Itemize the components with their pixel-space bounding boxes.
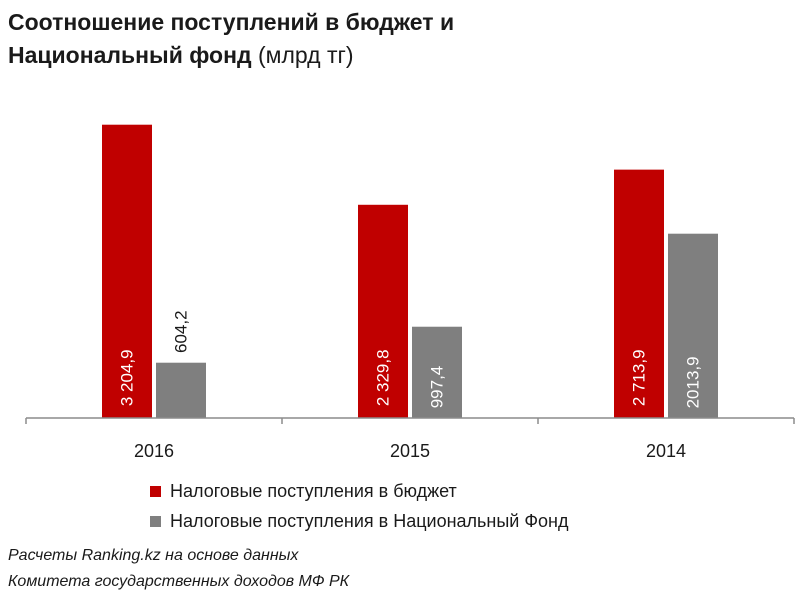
chart-legend: Налоговые поступления в бюджет Налоговые… (150, 476, 568, 536)
bar-national-fund-2015 (412, 326, 462, 418)
bar-chart: 2016 2015 2014 3 204,9 604,2 2 329,8 997,4 2 7… (25, 124, 795, 461)
legend-swatch-budget (150, 485, 161, 497)
bars-layer (102, 124, 718, 418)
chart-title-unit: (млрд тг) (257, 42, 354, 68)
data-labels-layer: 3 204,9 604,2 2 329,8 997,4 2 713,9 2013,9 (118, 310, 703, 408)
legend-item-budget: Налоговые поступления в бюджет (150, 476, 568, 506)
source-note: Расчеты Ranking.kz на основе данных Коми… (8, 543, 349, 595)
x-axis: 2016 2015 2014 (25, 417, 795, 461)
bar-budget-2014 (614, 169, 664, 418)
data-label-national-fund-2016: 604,2 (172, 310, 191, 353)
bar-budget-2016 (102, 124, 152, 418)
x-tick-label-2016: 2016 (134, 441, 174, 461)
chart-title: Соотношение поступлений в бюджет и Нацио… (8, 6, 708, 72)
legend-label-budget: Налоговые поступления в бюджет (170, 481, 457, 501)
bar-national-fund-2014 (668, 233, 718, 418)
source-line1: Расчеты Ranking.kz на основе данных (8, 547, 299, 564)
x-tick-label-2015: 2015 (390, 441, 430, 461)
data-label-budget-2015: 2 329,8 (374, 349, 393, 406)
legend-swatch-national-fund (150, 515, 161, 527)
chart-title-line2: Национальный фонд (8, 42, 252, 68)
data-label-budget-2014: 2 713,9 (630, 349, 649, 406)
data-label-national-fund-2015: 997,4 (428, 366, 447, 409)
legend-item-national-fund: Налоговые поступления в Национальный Фон… (150, 506, 568, 536)
x-tick-label-2014: 2014 (646, 441, 686, 461)
chart-title-line1: Соотношение поступлений в бюджет и (8, 9, 455, 35)
data-label-national-fund-2014: 2013,9 (684, 356, 703, 408)
legend-label-national-fund: Налоговые поступления в Национальный Фон… (170, 511, 569, 531)
bar-budget-2015 (358, 204, 408, 418)
source-line2: Комитета государственных доходов МФ РК (8, 573, 350, 590)
data-label-budget-2016: 3 204,9 (118, 349, 137, 406)
bar-national-fund-2016 (156, 362, 206, 418)
